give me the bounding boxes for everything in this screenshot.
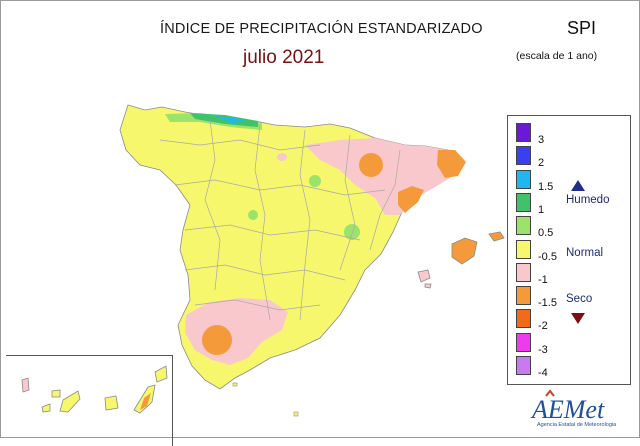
tarragona-very-dry-zone: [398, 186, 424, 213]
scale-note: (escala de 1 ano): [516, 50, 598, 62]
formentera-island: [424, 283, 432, 289]
dry-arrow-icon: [571, 313, 585, 324]
menorca-island: [488, 231, 505, 242]
aemet-logo: AEMet: [530, 389, 605, 424]
map-subtitle: julio 2021: [243, 47, 325, 68]
canary-inset-frame: [6, 355, 173, 446]
dry-spot-small: [277, 153, 287, 161]
svg-text:AEMet: AEMet: [530, 395, 605, 424]
melilla-region: [293, 411, 299, 417]
legend-swatch: [516, 262, 531, 282]
legend-tick-label: -0.5: [538, 250, 557, 263]
province-borders: [159, 119, 401, 321]
ibiza-island: [417, 269, 431, 283]
fuerteventura-dry-zone: [140, 393, 151, 410]
legend-tick-label: 2: [538, 157, 545, 170]
legend-tick-label: 3: [538, 134, 545, 146]
gran-canaria-island: [104, 395, 119, 411]
legend-tick-label: 1: [538, 203, 545, 216]
legend-tick-label: 1.5: [538, 180, 554, 193]
legend-dry-label: Seco: [566, 293, 593, 305]
ceuta-region: [232, 382, 238, 387]
index-name: SPI: [567, 18, 597, 38]
north-very-wet-zone: [190, 113, 258, 127]
wet-spot-2: [248, 210, 258, 220]
south-very-dry-spot: [202, 325, 232, 355]
wet-arrow-icon: [571, 180, 585, 191]
legend-swatch: [516, 146, 531, 166]
legend-tick-label: 0.5: [538, 227, 554, 240]
legend-swatch: [516, 192, 531, 212]
legend-swatch: [516, 356, 531, 375]
wet-spot-1: [309, 175, 321, 187]
legend-wet-label: Humedo: [566, 194, 610, 206]
legend-tick-label: -1.5: [538, 297, 557, 310]
ebro-very-dry-spot: [359, 153, 383, 177]
legend-swatch: [516, 123, 531, 142]
legend-swatch: [516, 309, 531, 329]
la-palma-island: [21, 377, 30, 393]
lanzarote-island: [154, 365, 168, 383]
legend-tick-label: -3: [538, 343, 548, 356]
el-hierro-island: [41, 403, 51, 413]
legend-swatch: [516, 286, 531, 306]
tenerife-island: [59, 390, 81, 413]
north-sea-wet-zone: [214, 116, 245, 123]
legend-normal-label: Normal: [566, 247, 604, 259]
legend-swatch: [516, 169, 531, 189]
legend-tick-label: -1: [538, 273, 548, 286]
spi-legend: 3 2 1.5 1 0.5 -0.5 -1 -1.5 -2 -3 -4 Humedo Normal …: [507, 115, 631, 385]
legend-tick-label: -2: [538, 320, 548, 333]
legend-swatch: [516, 239, 531, 259]
map-title: ÍNDICE DE PRECIPITACIÓN ESTANDARIZADO: [160, 21, 483, 37]
legend-swatch: [516, 216, 531, 236]
la-gomera-island: [51, 389, 61, 398]
logo-caption: Agencia Estatal de Meteorologia: [537, 422, 617, 428]
catalonia-very-dry-zone: [437, 150, 466, 178]
wet-spot-3: [344, 224, 360, 240]
legend-swatch: [516, 332, 531, 352]
mallorca-island: [451, 237, 478, 265]
legend-tick-label: -4: [538, 367, 548, 379]
northeast-dry-zone: [305, 138, 460, 215]
canary-islands: [21, 365, 168, 414]
